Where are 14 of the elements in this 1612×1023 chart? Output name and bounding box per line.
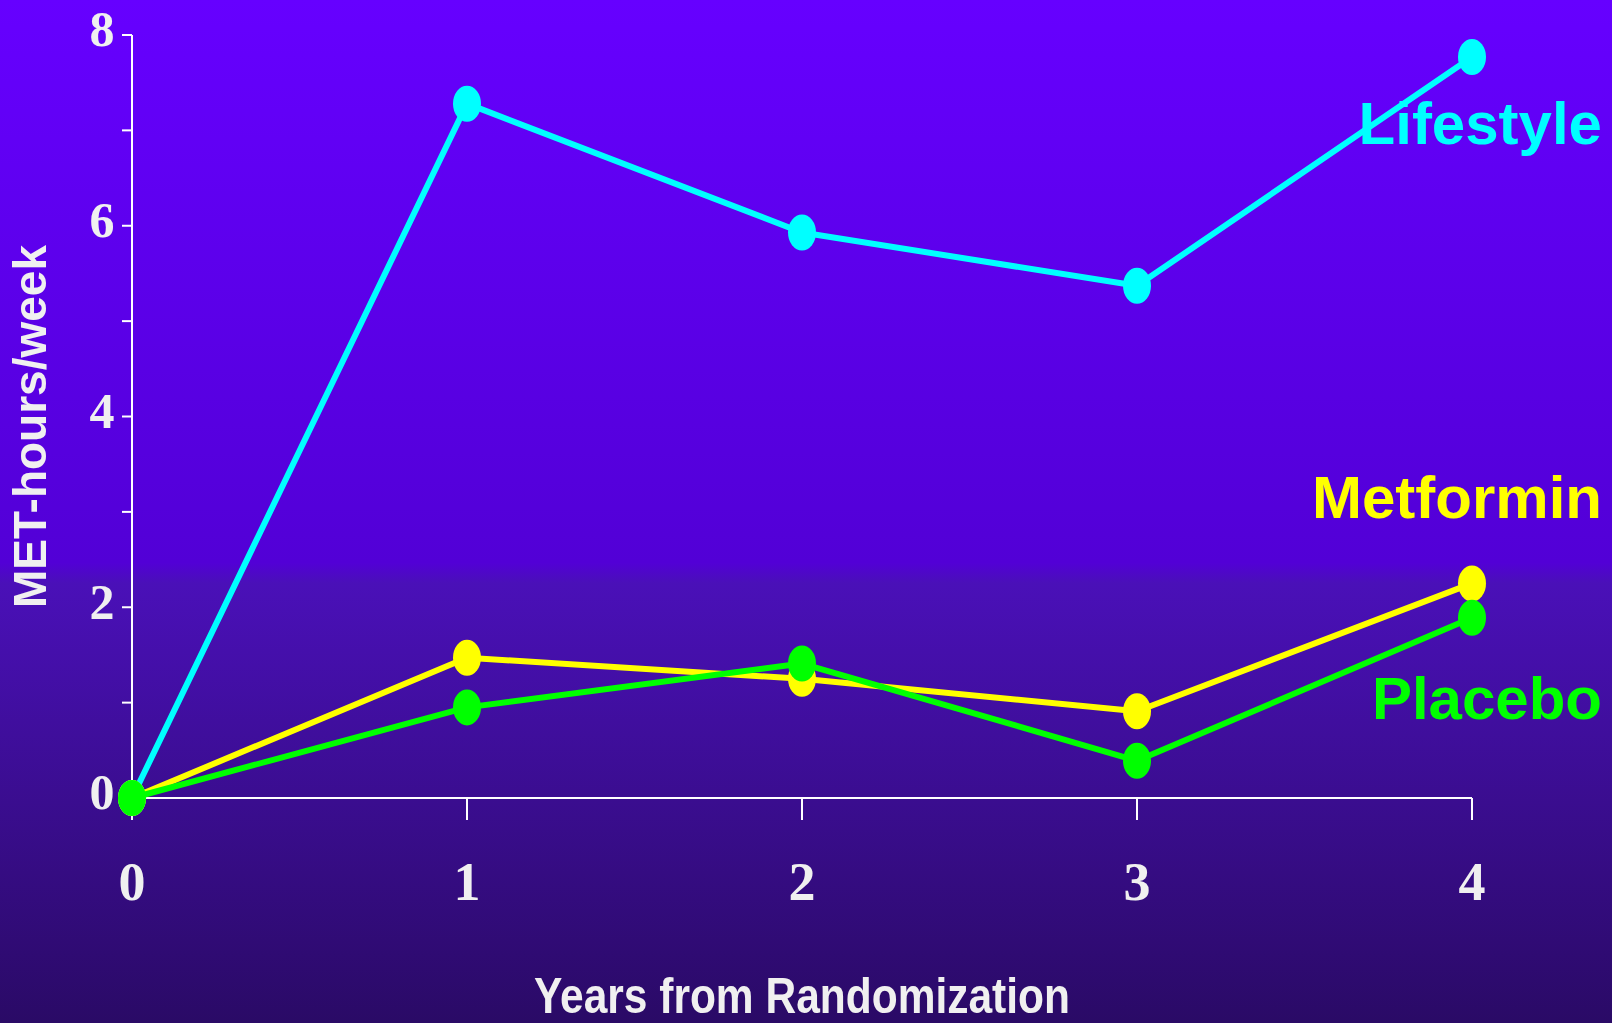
x-tick-label: 4 [1458,852,1486,913]
x-tick-label: 1 [453,852,481,913]
series-label: Lifestyle [1358,90,1602,158]
y-tick-label: 0 [89,764,115,821]
series-label: Metformin [1312,464,1602,532]
x-axis-title: Years from Randomization [534,967,1070,1023]
y-tick-label: 8 [89,1,115,58]
y-tick-label: 2 [89,573,115,630]
y-axis-title: MET-hours/week [4,244,57,608]
x-tick-label: 2 [788,852,816,913]
series-label: Placebo [1371,665,1602,733]
y-tick-label: 4 [89,382,115,439]
y-tick-label: 6 [89,192,115,249]
x-tick-label: 3 [1123,852,1151,913]
